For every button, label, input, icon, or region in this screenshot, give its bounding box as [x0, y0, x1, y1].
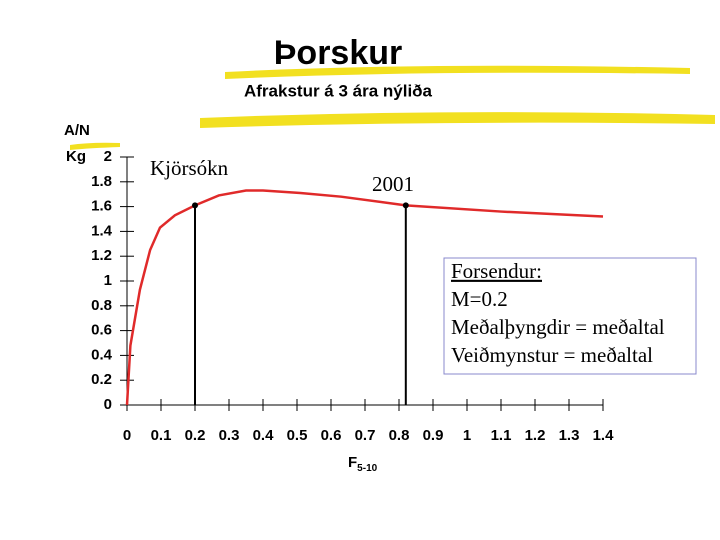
x-tick-label: 0.4 — [253, 427, 275, 444]
notes-box — [443, 257, 697, 375]
x-tick-label: 0.1 — [151, 427, 172, 444]
y-tick-label: 0.4 — [91, 346, 113, 363]
x-tick-label: 0.6 — [321, 427, 342, 444]
x-tick-label: 1.1 — [491, 427, 512, 444]
highlight — [200, 112, 715, 128]
y-tick-label: 1.4 — [91, 222, 113, 239]
y-tick-label: 1.8 — [91, 173, 112, 190]
line — [125, 189, 604, 406]
x-axis-label-main: F — [348, 454, 357, 471]
marker-point — [402, 202, 409, 209]
x-axis-label-sub: 5-10 — [357, 463, 377, 474]
y-tick-label: 0.2 — [91, 371, 112, 388]
note: Forsendur: — [451, 259, 542, 283]
x-tick-label: 1.4 — [593, 427, 615, 444]
highlight — [70, 142, 120, 150]
y-tick-label: 0 — [104, 396, 112, 413]
x-axis-label: F5-10 — [348, 454, 378, 474]
x-tick-label: 0.3 — [219, 427, 240, 444]
x-tick-label: 0 — [123, 427, 131, 444]
marker-label: Kjörsókn — [150, 156, 229, 180]
x-tick-label: 0.9 — [423, 427, 444, 444]
y-unit: Kg — [66, 148, 86, 165]
marker-point — [192, 202, 198, 209]
y-tick-label: 2 — [104, 148, 112, 165]
x-tick-label: 1 — [463, 427, 471, 444]
x-tick-label: 1.3 — [559, 427, 580, 444]
y-axis-label: A/N — [64, 122, 90, 139]
note: M=0.2 — [451, 287, 508, 311]
x-tick-label: 1.2 — [525, 427, 546, 444]
note: Meðalþyngdir = meðaltal — [451, 315, 665, 339]
x-tick-label: 0.2 — [185, 427, 206, 444]
y-tick-label: 1.2 — [91, 247, 112, 264]
y-tick-label: 1.6 — [91, 198, 112, 215]
y-tick-label: 1 — [104, 272, 112, 289]
y-tick-label: 0.6 — [91, 322, 112, 339]
x-tick-label: 0.8 — [389, 427, 410, 444]
x-tick-label: 0.7 — [355, 427, 376, 444]
highlight — [225, 65, 690, 79]
chart-title: Þorskur — [274, 34, 403, 72]
x-tick-label: 0.5 — [287, 427, 308, 444]
note: Veiðmynstur = meðaltal — [451, 343, 653, 367]
chart-subtitle: Afrakstur á 3 ára nýliða — [244, 81, 433, 100]
marker-label: 2001 — [372, 172, 414, 196]
y-tick-label: 0.8 — [91, 297, 112, 314]
